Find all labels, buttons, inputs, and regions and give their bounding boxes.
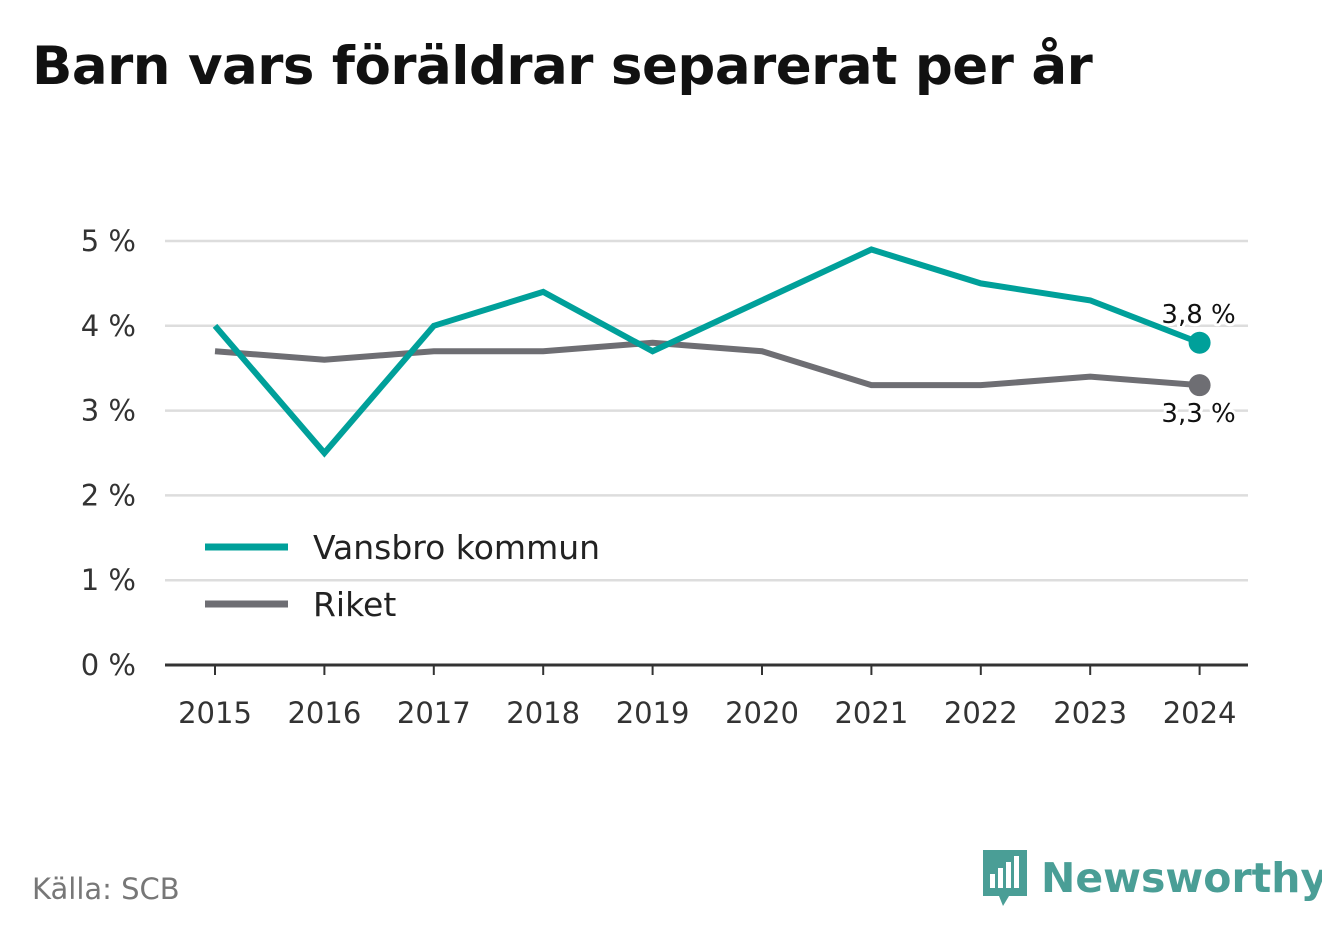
y-tick-label: 4 % — [81, 309, 136, 343]
end-label-halo: 3,3 % — [1161, 399, 1235, 429]
series-line-vansbro-kommun — [212, 246, 1201, 458]
series-end-point — [1188, 331, 1211, 354]
y-tick-label: 3 % — [81, 394, 136, 428]
legend-label: Vansbro kommun — [313, 528, 600, 567]
x-tick-label: 2024 — [1163, 696, 1237, 730]
x-tick-label: 2021 — [834, 696, 908, 730]
x-tick-label: 2015 — [178, 696, 252, 730]
y-axis-tick-labels: 0 % 1 % 2 % 3 % 4 % 5 % — [81, 224, 136, 682]
end-label: 3,8 % — [1161, 300, 1235, 330]
x-tick-label: 2016 — [287, 696, 361, 730]
x-tick-label: 2018 — [506, 696, 580, 730]
source-note: Källa: SCB — [32, 872, 180, 906]
end-labels: 3,8 %3,8 %3,3 %3,3 % — [1158, 297, 1238, 432]
brand-logo: Newsworthy — [981, 848, 1322, 908]
newsworthy-logo-icon — [983, 850, 1027, 906]
y-tick-label: 1 % — [81, 563, 136, 597]
end-label: 3,3 % — [1161, 399, 1235, 429]
y-tick-label: 5 % — [81, 224, 136, 258]
x-tick-label: 2019 — [616, 696, 690, 730]
x-tick-label: 2023 — [1053, 696, 1127, 730]
series-end-point — [1188, 374, 1211, 397]
y-tick-label: 0 % — [81, 648, 136, 682]
legend-label: Riket — [313, 585, 396, 624]
brand-name: Newsworthy — [1041, 854, 1322, 902]
x-tick-label: 2022 — [944, 696, 1018, 730]
series-lines — [212, 246, 1211, 458]
y-tick-label: 2 % — [81, 478, 136, 512]
x-tick-label: 2017 — [397, 696, 471, 730]
legend: Vansbro kommun Riket — [190, 516, 645, 624]
series-line-riket — [214, 339, 1200, 389]
x-tick-label: 2020 — [725, 696, 799, 730]
chart-title: Barn vars föräldrar separerat per år — [32, 36, 1093, 97]
x-axis: 2015 2016 2017 2018 2019 2020 2021 2022 2023 2024 — [165, 663, 1248, 730]
end-label-halo: 3,8 % — [1161, 300, 1235, 330]
